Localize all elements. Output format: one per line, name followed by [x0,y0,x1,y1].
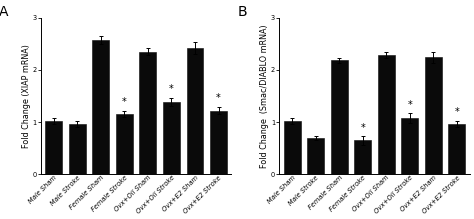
Bar [116,114,133,174]
Bar [210,111,227,174]
Y-axis label: Fold Change  (Smac/DIABLO mRNA): Fold Change (Smac/DIABLO mRNA) [261,24,270,168]
Bar [69,124,86,174]
Text: *: * [122,97,127,108]
Bar [448,124,465,174]
Bar [331,60,348,174]
Bar [401,118,419,174]
Bar [163,102,180,174]
Text: A: A [0,5,9,19]
Bar [92,40,109,174]
Text: *: * [455,107,459,117]
Text: *: * [169,85,174,94]
Y-axis label: Fold Change (XIAP mRNA): Fold Change (XIAP mRNA) [22,44,31,148]
Text: *: * [216,93,221,103]
Bar [307,138,324,174]
Bar [355,140,371,174]
Text: *: * [360,123,365,132]
Bar [425,57,442,174]
Text: B: B [237,5,247,19]
Bar [284,121,301,174]
Bar [139,52,156,174]
Bar [186,48,203,174]
Bar [46,121,62,174]
Bar [378,55,395,174]
Text: *: * [408,100,412,110]
